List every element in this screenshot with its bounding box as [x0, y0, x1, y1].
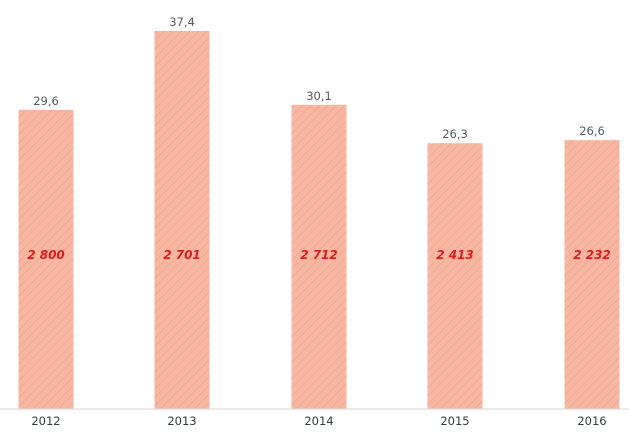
bars-group [18, 31, 620, 409]
inner-label-2016: 2 232 [573, 248, 611, 262]
value-label-2012: 29,6 [33, 94, 59, 108]
x-tick-label-2016: 2016 [577, 414, 606, 428]
bar-2013 [154, 31, 210, 409]
x-tick-label-2013: 2013 [167, 414, 196, 428]
value-label-2014: 30,1 [306, 89, 332, 103]
bar-2015 [427, 143, 483, 409]
value-label-2013: 37,4 [169, 15, 195, 29]
inner-label-2012: 2 800 [27, 248, 65, 262]
bar-2012 [18, 109, 74, 409]
x-tick-label-2012: 2012 [31, 414, 60, 428]
bar-2016 [564, 140, 620, 409]
value-label-2016: 26,6 [579, 124, 605, 138]
x-tick-label-2015: 2015 [440, 414, 469, 428]
labels-group: 29,6 2 800 2012 37,4 2 701 2013 30,1 2 712 2014 2… [27, 15, 611, 428]
inner-label-2014: 2 712 [300, 248, 338, 262]
value-label-2015: 26,3 [442, 127, 468, 141]
bar-2014 [291, 104, 347, 409]
inner-label-2015: 2 413 [436, 248, 474, 262]
inner-label-2013: 2 701 [163, 248, 201, 262]
x-tick-label-2014: 2014 [304, 414, 333, 428]
